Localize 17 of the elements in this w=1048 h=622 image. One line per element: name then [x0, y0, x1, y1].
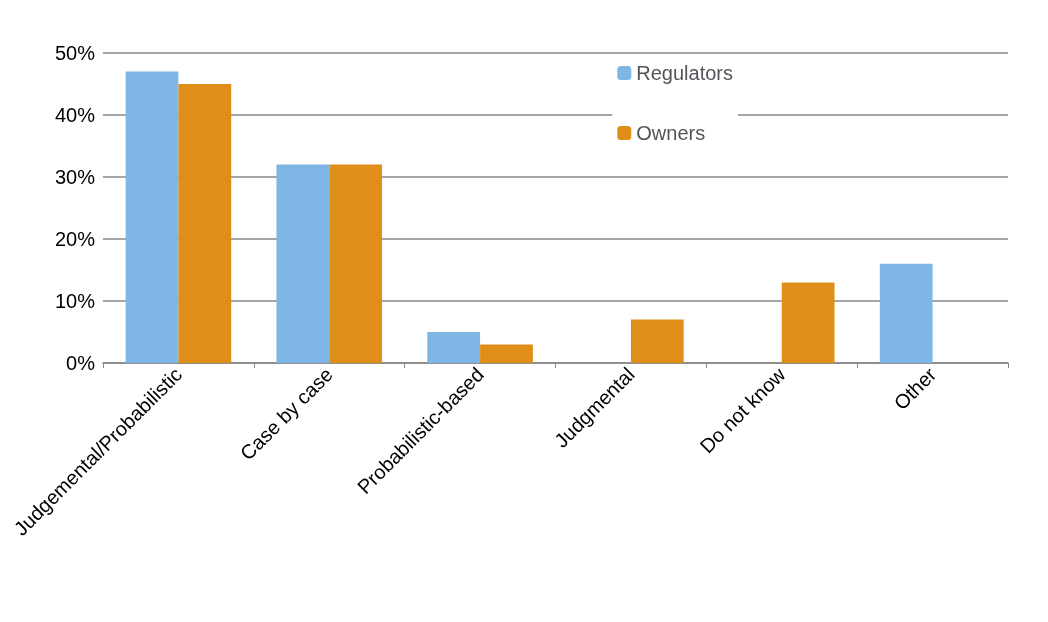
bar — [125, 71, 179, 363]
legend-label: Regulators — [636, 62, 733, 84]
bar — [427, 332, 481, 363]
bar — [480, 344, 533, 363]
bar — [781, 282, 835, 363]
y-tick-label: 10% — [54, 290, 96, 312]
bar — [276, 164, 330, 363]
bar — [630, 319, 684, 363]
y-tick-label: 30% — [54, 166, 96, 188]
bar — [178, 84, 232, 363]
bar — [879, 263, 933, 363]
y-tick-label: 50% — [54, 42, 96, 64]
y-tick-label: 40% — [54, 104, 96, 126]
bar — [329, 164, 383, 363]
legend-label: Owners — [636, 122, 706, 144]
y-tick-label: 0% — [66, 352, 96, 374]
y-tick-label: 20% — [54, 228, 96, 250]
